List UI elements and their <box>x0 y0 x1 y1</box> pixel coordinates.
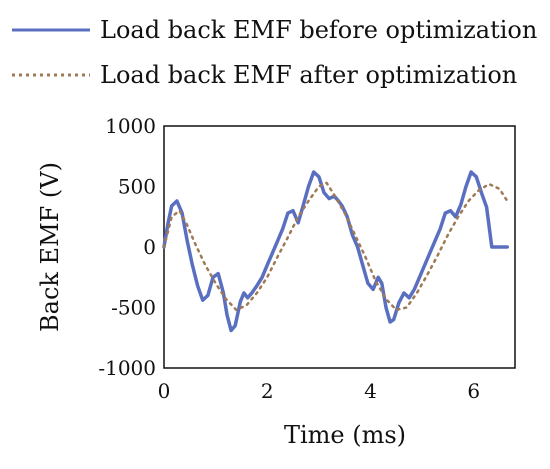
x-tick-label: 4 <box>364 379 377 403</box>
x-tick-label: 0 <box>158 379 171 403</box>
series-layer <box>162 170 510 333</box>
y-tick-label: -1000 <box>98 356 156 380</box>
y-tick-label: 1000 <box>105 114 156 138</box>
legend: Load back EMF before optimization Load b… <box>12 16 537 89</box>
plot-area-frame <box>163 125 516 369</box>
y-axis-ticks: 1000 500 0 -500 -1000 <box>98 114 156 380</box>
legend-label-after: Load back EMF after optimization <box>100 61 517 89</box>
x-axis-ticks: 0 2 4 6 <box>158 379 480 403</box>
x-tick-label: 6 <box>467 379 480 403</box>
x-tick-label: 2 <box>261 379 274 403</box>
x-axis-title: Time (ms) <box>284 421 406 449</box>
y-tick-label: 500 <box>118 175 156 199</box>
legend-label-before: Load back EMF before optimization <box>100 16 537 44</box>
series-line-after-optimization <box>162 181 509 312</box>
y-axis-title: Back EMF (V) <box>36 162 64 332</box>
y-tick-label: 0 <box>143 235 156 259</box>
y-tick-label: -500 <box>111 296 156 320</box>
